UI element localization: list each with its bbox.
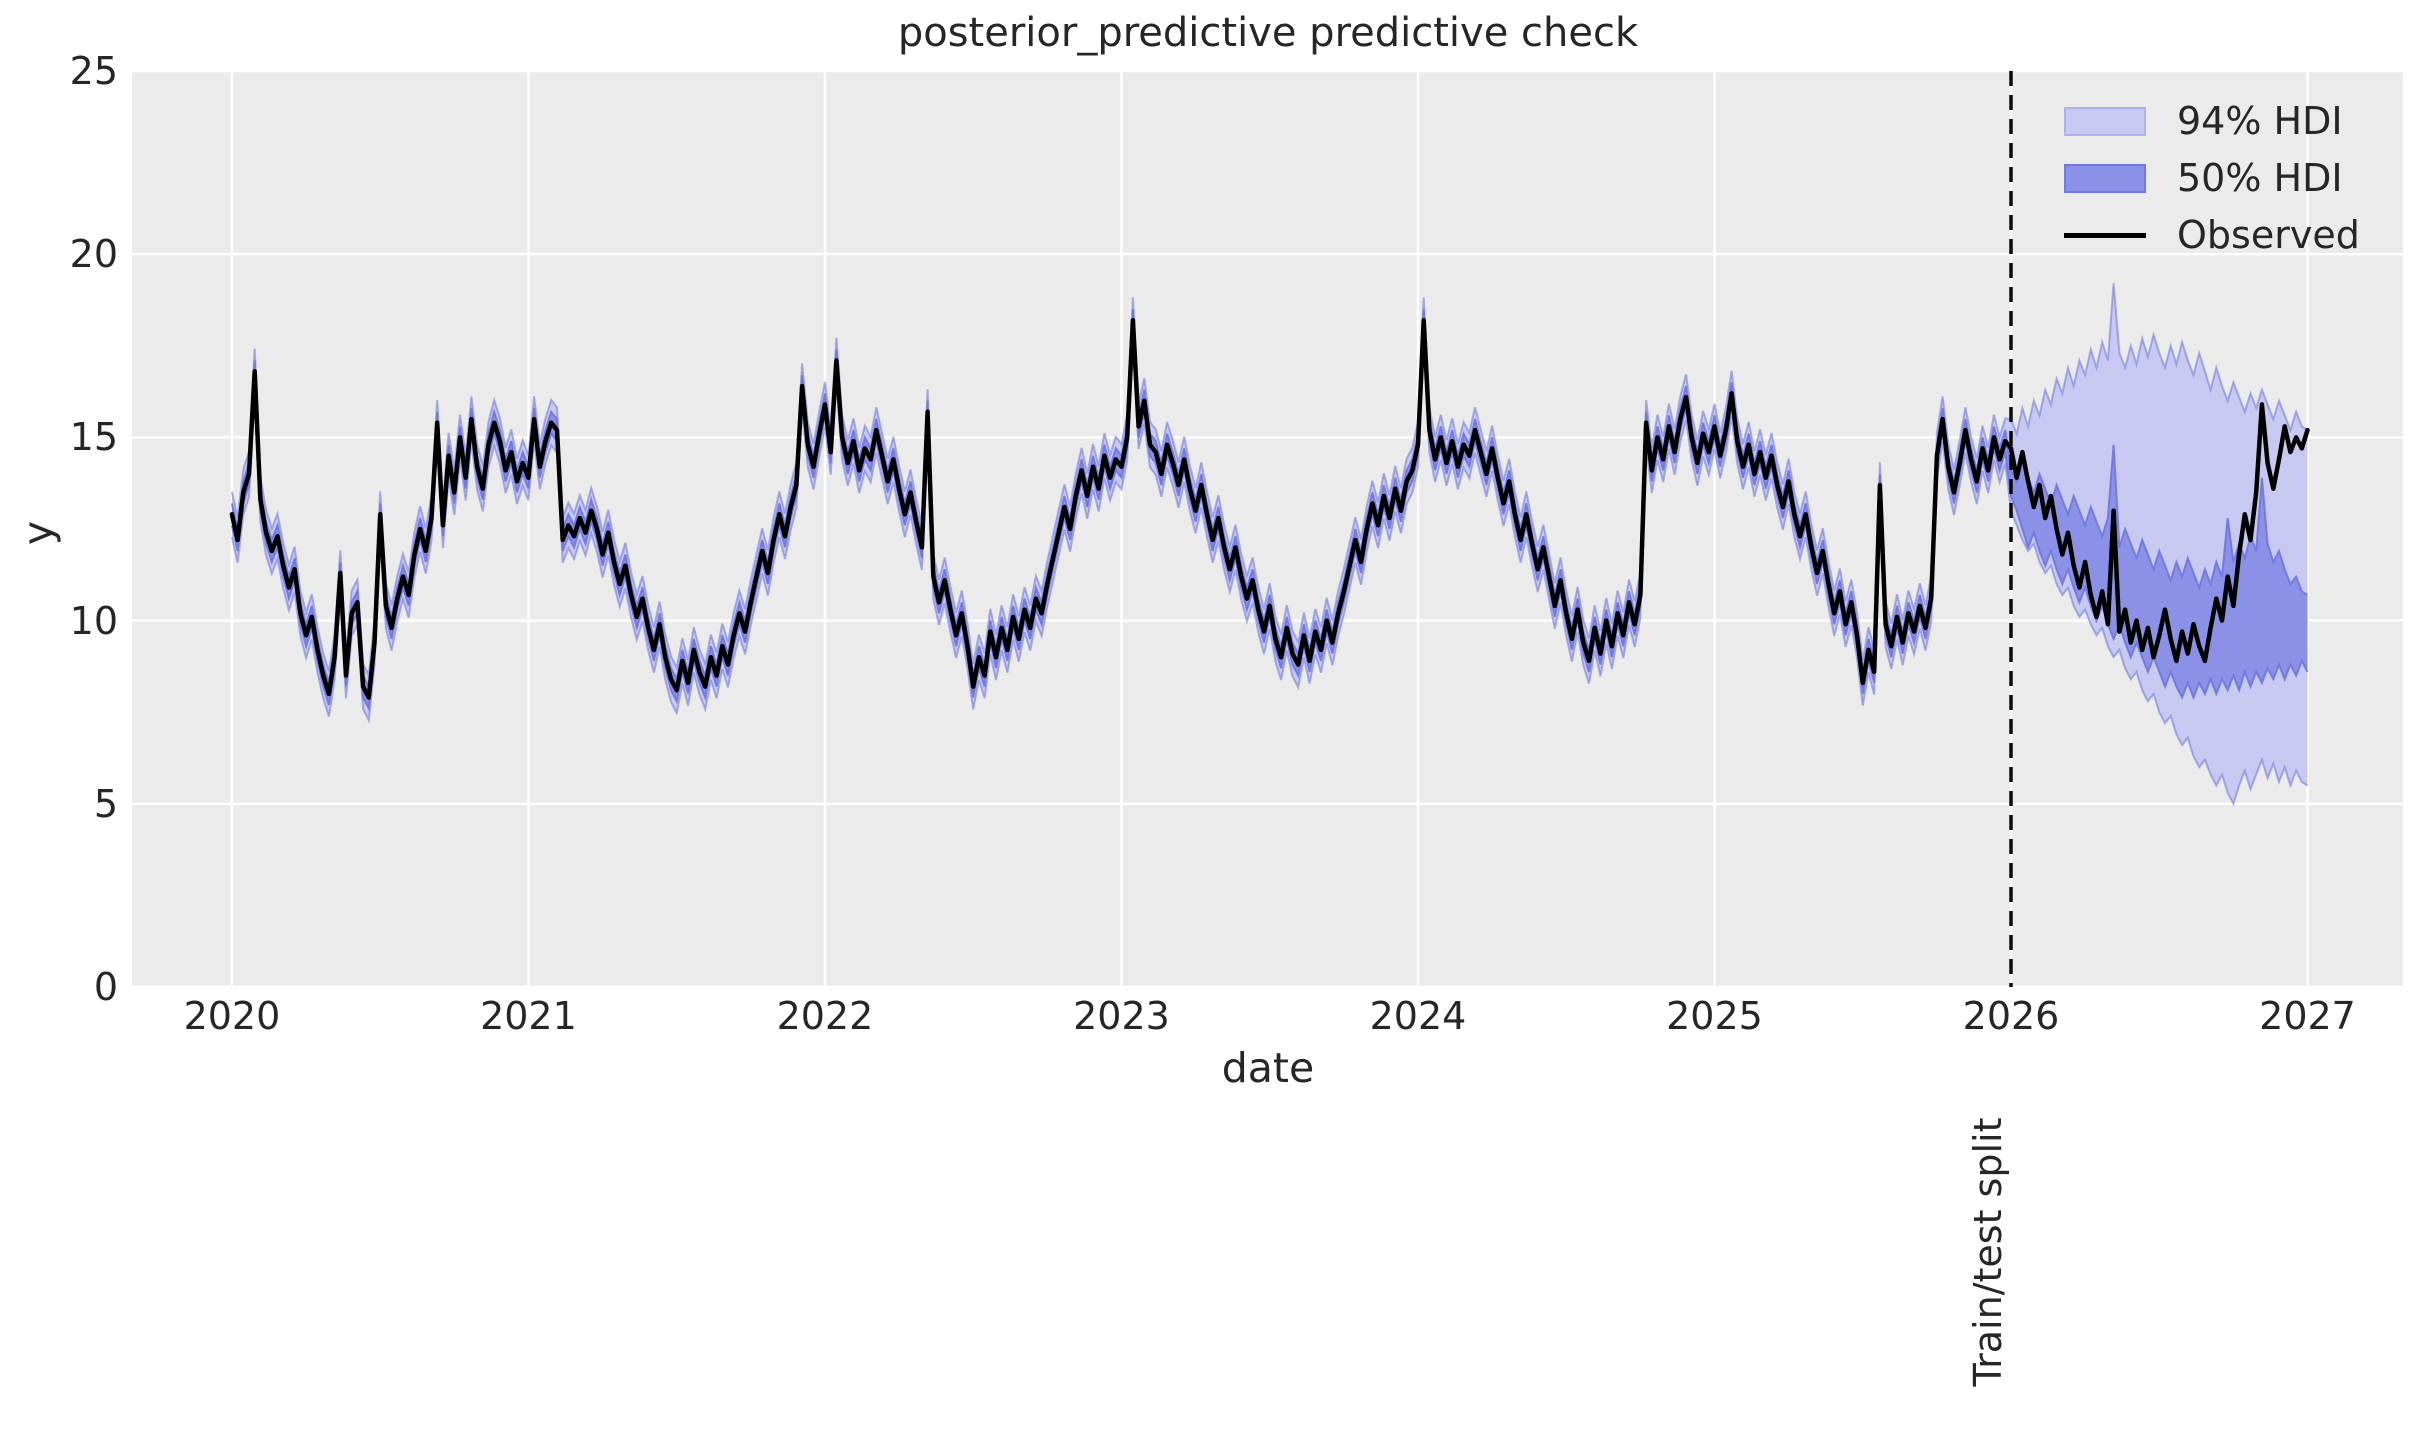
hdi94-swatch-icon xyxy=(2064,106,2146,136)
chart-title: posterior_predictive predictive check xyxy=(897,10,1639,56)
y-tick-label: 25 xyxy=(69,49,118,93)
observed-line xyxy=(229,317,2310,700)
observed-line-icon xyxy=(2064,232,2146,238)
x-tick-label: 2022 xyxy=(776,994,874,1038)
legend-label-observed: Observed xyxy=(2177,213,2360,257)
x-tick-label: 2023 xyxy=(1073,994,1170,1038)
y-tick-label: 0 xyxy=(93,965,118,1009)
x-axis-label: date xyxy=(1221,1044,1315,1092)
hdi94-lower-edge xyxy=(230,342,2309,807)
y-tick-label: 10 xyxy=(69,598,118,643)
y-axis-label: y xyxy=(14,520,62,546)
x-tick-label: 2021 xyxy=(480,994,577,1038)
y-tick-label: 20 xyxy=(69,232,118,277)
y-tick-label: 5 xyxy=(93,781,118,826)
x-tick-label: 2024 xyxy=(1369,994,1467,1038)
y-tick-label: 15 xyxy=(69,415,118,460)
legend-item-hdi94: 94% HDI xyxy=(2064,99,2360,143)
x-tick-label: 2026 xyxy=(1962,994,2060,1038)
x-tick-label: 2027 xyxy=(2259,994,2356,1038)
legend-label-hdi94: 94% HDI xyxy=(2177,99,2343,143)
x-tick-label: 2020 xyxy=(183,994,281,1038)
legend: 94% HDI 50% HDI Observed xyxy=(2064,99,2360,257)
legend-item-observed: Observed xyxy=(2064,213,2360,257)
train-test-split-label: Train/test split xyxy=(1966,1117,2010,1387)
hdi94-upper-edge xyxy=(230,283,2309,679)
legend-label-hdi50: 50% HDI xyxy=(2177,156,2343,200)
x-tick-label: 2025 xyxy=(1666,994,1763,1038)
legend-item-hdi50: 50% HDI xyxy=(2064,156,2360,200)
hdi50-swatch-icon xyxy=(2064,163,2146,193)
